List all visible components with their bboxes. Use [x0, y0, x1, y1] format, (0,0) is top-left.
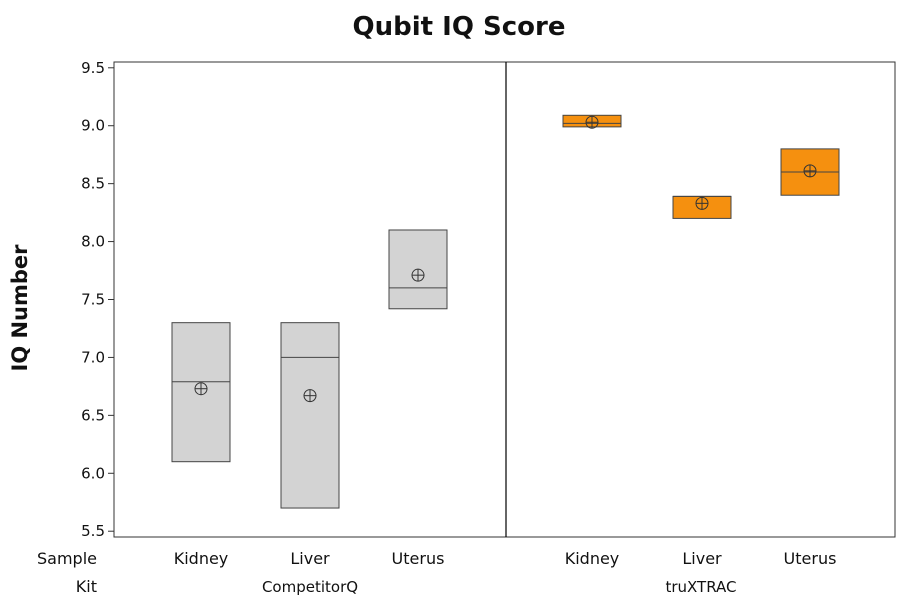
y-tick-label: 9.0: [81, 117, 105, 135]
box-liver: [280, 322, 340, 509]
box-uterus: [388, 229, 448, 310]
y-tick-label: 8.5: [81, 175, 105, 193]
sample-label: Liver: [290, 549, 330, 568]
sample-label: Liver: [682, 549, 722, 568]
y-tick-label: 7.5: [81, 291, 105, 309]
box-liver: [672, 195, 732, 219]
y-axis: 5.5 6.0 6.5 7.0 7.5 8.0 8.5 9.0 9.5: [81, 59, 114, 540]
sample-label: Kidney: [174, 549, 229, 568]
box-kidney: [171, 322, 231, 463]
box-iqr: [280, 322, 340, 509]
category-labels: Kidney Liver Uterus CompetitorQ Kidney Liver U…: [174, 549, 837, 596]
kit-label: CompetitorQ: [262, 578, 358, 596]
y-tick-label: 6.0: [81, 464, 105, 482]
kit-label: truXTRAC: [665, 578, 736, 596]
y-tick-label: 9.5: [81, 59, 105, 77]
kit-row-label: Kit: [76, 577, 97, 596]
boxes-layer: [171, 114, 840, 509]
y-tick-label: 8.0: [81, 233, 105, 251]
sample-label: Kidney: [565, 549, 620, 568]
y-axis-label: IQ Number: [8, 244, 32, 372]
box-kidney: [562, 114, 622, 129]
y-tick-label: 5.5: [81, 522, 105, 540]
y-tick-label: 6.5: [81, 406, 105, 424]
sample-label: Uterus: [392, 549, 445, 568]
plot-area: [113, 61, 896, 538]
chart-title: Qubit IQ Score: [353, 12, 566, 42]
y-tick-label: 7.0: [81, 348, 105, 366]
sample-label: Uterus: [784, 549, 837, 568]
sample-row-label: Sample: [37, 549, 97, 568]
box-uterus: [780, 148, 840, 196]
